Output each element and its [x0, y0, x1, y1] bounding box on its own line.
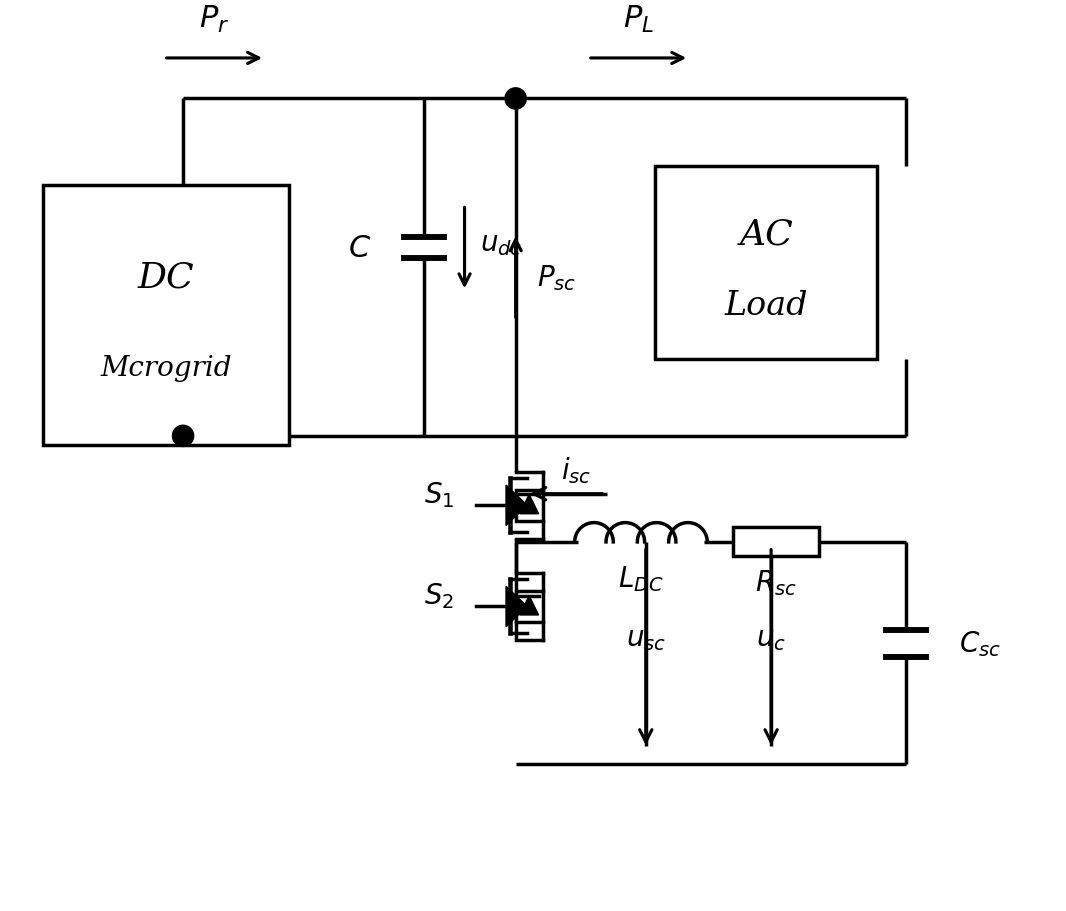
- Polygon shape: [506, 486, 528, 526]
- Bar: [516, 490, 543, 521]
- Text: $C$: $C$: [348, 233, 371, 264]
- Text: Mcrogrid: Mcrogrid: [100, 354, 232, 382]
- Bar: [516, 591, 543, 622]
- Text: $S_1$: $S_1$: [424, 479, 454, 509]
- Text: $P_r$: $P_r$: [198, 4, 229, 35]
- Text: DC: DC: [138, 260, 194, 294]
- Text: $i_{sc}$: $i_{sc}$: [561, 455, 591, 486]
- Text: $u_{sc}$: $u_{sc}$: [626, 625, 666, 652]
- Text: AC: AC: [740, 217, 793, 251]
- Bar: [732, 527, 820, 557]
- Text: $u_c$: $u_c$: [756, 625, 786, 652]
- Circle shape: [173, 425, 194, 447]
- Bar: [44, 186, 289, 446]
- Polygon shape: [506, 587, 528, 627]
- Text: $C_{sc}$: $C_{sc}$: [959, 629, 1001, 659]
- Polygon shape: [520, 495, 538, 514]
- Text: $u_{dc}$: $u_{dc}$: [480, 230, 522, 257]
- Text: $P_L$: $P_L$: [623, 4, 653, 35]
- Polygon shape: [520, 596, 538, 615]
- Text: $P_{sc}$: $P_{sc}$: [537, 262, 576, 292]
- Circle shape: [505, 88, 527, 110]
- Text: Load: Load: [725, 290, 808, 322]
- Text: $L_{DC}$: $L_{DC}$: [618, 564, 664, 594]
- Text: $R_{sc}$: $R_{sc}$: [755, 568, 797, 598]
- Text: $S_2$: $S_2$: [424, 580, 454, 610]
- Bar: [656, 167, 877, 359]
